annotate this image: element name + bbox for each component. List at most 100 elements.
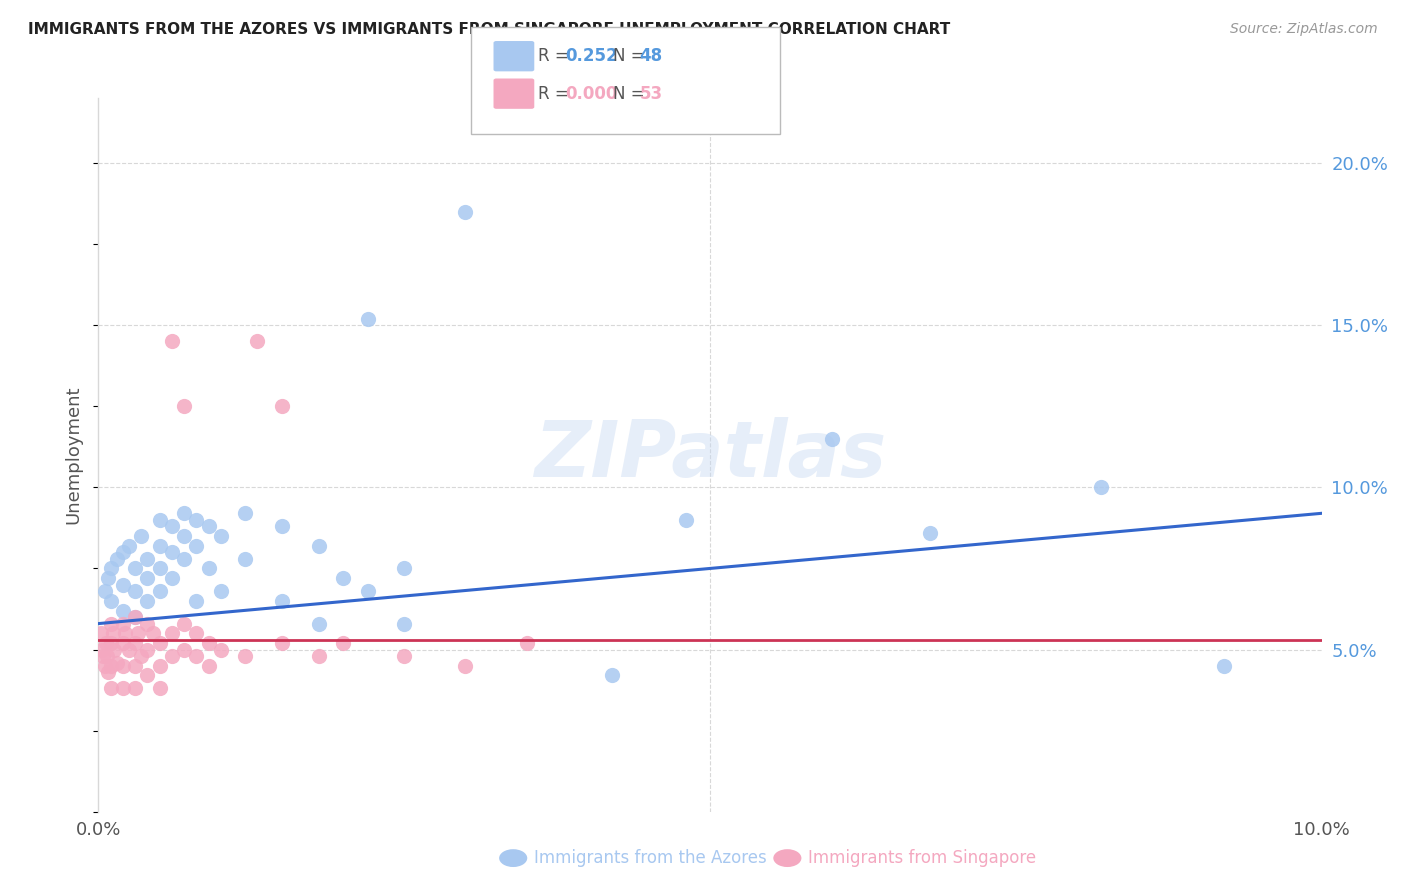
Point — [149, 539, 172, 553]
Text: 0.252: 0.252 — [565, 47, 617, 65]
Point — [516, 636, 538, 650]
Point — [392, 616, 416, 631]
Point — [136, 594, 159, 608]
Point — [209, 584, 232, 599]
Point — [173, 506, 195, 520]
Point — [332, 636, 354, 650]
Point — [197, 636, 219, 650]
Point — [97, 571, 120, 585]
Text: Source: ZipAtlas.com: Source: ZipAtlas.com — [1230, 22, 1378, 37]
Point — [149, 658, 172, 673]
Point — [233, 648, 256, 663]
Point — [821, 432, 844, 446]
Text: 0.000: 0.000 — [565, 85, 617, 103]
Point — [270, 399, 292, 413]
Point — [96, 648, 118, 663]
Text: 48: 48 — [640, 47, 662, 65]
Point — [124, 610, 146, 624]
Point — [149, 681, 172, 696]
Point — [111, 577, 134, 591]
Point — [93, 658, 115, 673]
Point — [233, 506, 256, 520]
Point — [111, 616, 134, 631]
Point — [136, 642, 159, 657]
Point — [197, 658, 219, 673]
Point — [454, 658, 477, 673]
Point — [100, 636, 122, 650]
Point — [129, 529, 152, 543]
Point — [129, 648, 152, 663]
Point — [356, 311, 378, 326]
Point — [105, 551, 128, 566]
Point — [332, 571, 354, 585]
Point — [233, 551, 256, 566]
Point — [160, 545, 183, 559]
Point — [160, 626, 183, 640]
Point — [160, 334, 183, 349]
Point — [114, 626, 136, 640]
Text: R =: R = — [538, 47, 575, 65]
Point — [97, 665, 120, 680]
Point — [392, 561, 416, 575]
Point — [118, 642, 141, 657]
Point — [149, 561, 172, 575]
Point — [124, 610, 146, 624]
Text: ZIPatlas: ZIPatlas — [534, 417, 886, 493]
Point — [209, 642, 232, 657]
Point — [100, 561, 122, 575]
Point — [173, 529, 195, 543]
Point — [91, 642, 114, 657]
Point — [103, 642, 125, 657]
Point — [91, 648, 114, 663]
Point — [93, 584, 115, 599]
Text: IMMIGRANTS FROM THE AZORES VS IMMIGRANTS FROM SINGAPORE UNEMPLOYMENT CORRELATION: IMMIGRANTS FROM THE AZORES VS IMMIGRANTS… — [28, 22, 950, 37]
Point — [160, 571, 183, 585]
Text: R =: R = — [538, 85, 575, 103]
Point — [111, 658, 134, 673]
Point — [111, 681, 134, 696]
Point — [600, 668, 623, 682]
Point — [308, 648, 330, 663]
Point — [186, 648, 208, 663]
Point — [149, 513, 172, 527]
Point — [100, 594, 122, 608]
Point — [142, 626, 165, 640]
Point — [118, 539, 141, 553]
Y-axis label: Unemployment: Unemployment — [65, 385, 83, 524]
Text: Immigrants from Singapore: Immigrants from Singapore — [808, 849, 1036, 867]
Point — [111, 604, 134, 618]
Point — [136, 616, 159, 631]
Point — [186, 594, 208, 608]
Point — [675, 513, 697, 527]
Point — [209, 529, 232, 543]
Point — [920, 525, 942, 540]
Point — [100, 616, 122, 631]
Point — [1090, 480, 1112, 494]
Point — [124, 681, 146, 696]
Point — [149, 636, 172, 650]
Point — [173, 642, 195, 657]
Point — [173, 616, 195, 631]
Point — [270, 519, 292, 533]
Point — [1212, 658, 1234, 673]
Point — [173, 551, 195, 566]
Point — [94, 636, 117, 650]
Point — [136, 668, 159, 682]
Point — [105, 656, 128, 670]
Point — [356, 584, 378, 599]
Point — [90, 626, 112, 640]
Point — [186, 513, 208, 527]
Point — [246, 334, 269, 349]
Point — [454, 204, 477, 219]
Point — [101, 626, 124, 640]
Point — [136, 571, 159, 585]
Text: N =: N = — [613, 47, 650, 65]
Point — [308, 616, 330, 631]
Point — [160, 648, 183, 663]
Point — [111, 636, 134, 650]
Point — [124, 636, 146, 650]
Point — [197, 519, 219, 533]
Point — [124, 658, 146, 673]
Point — [127, 626, 149, 640]
Text: N =: N = — [613, 85, 650, 103]
